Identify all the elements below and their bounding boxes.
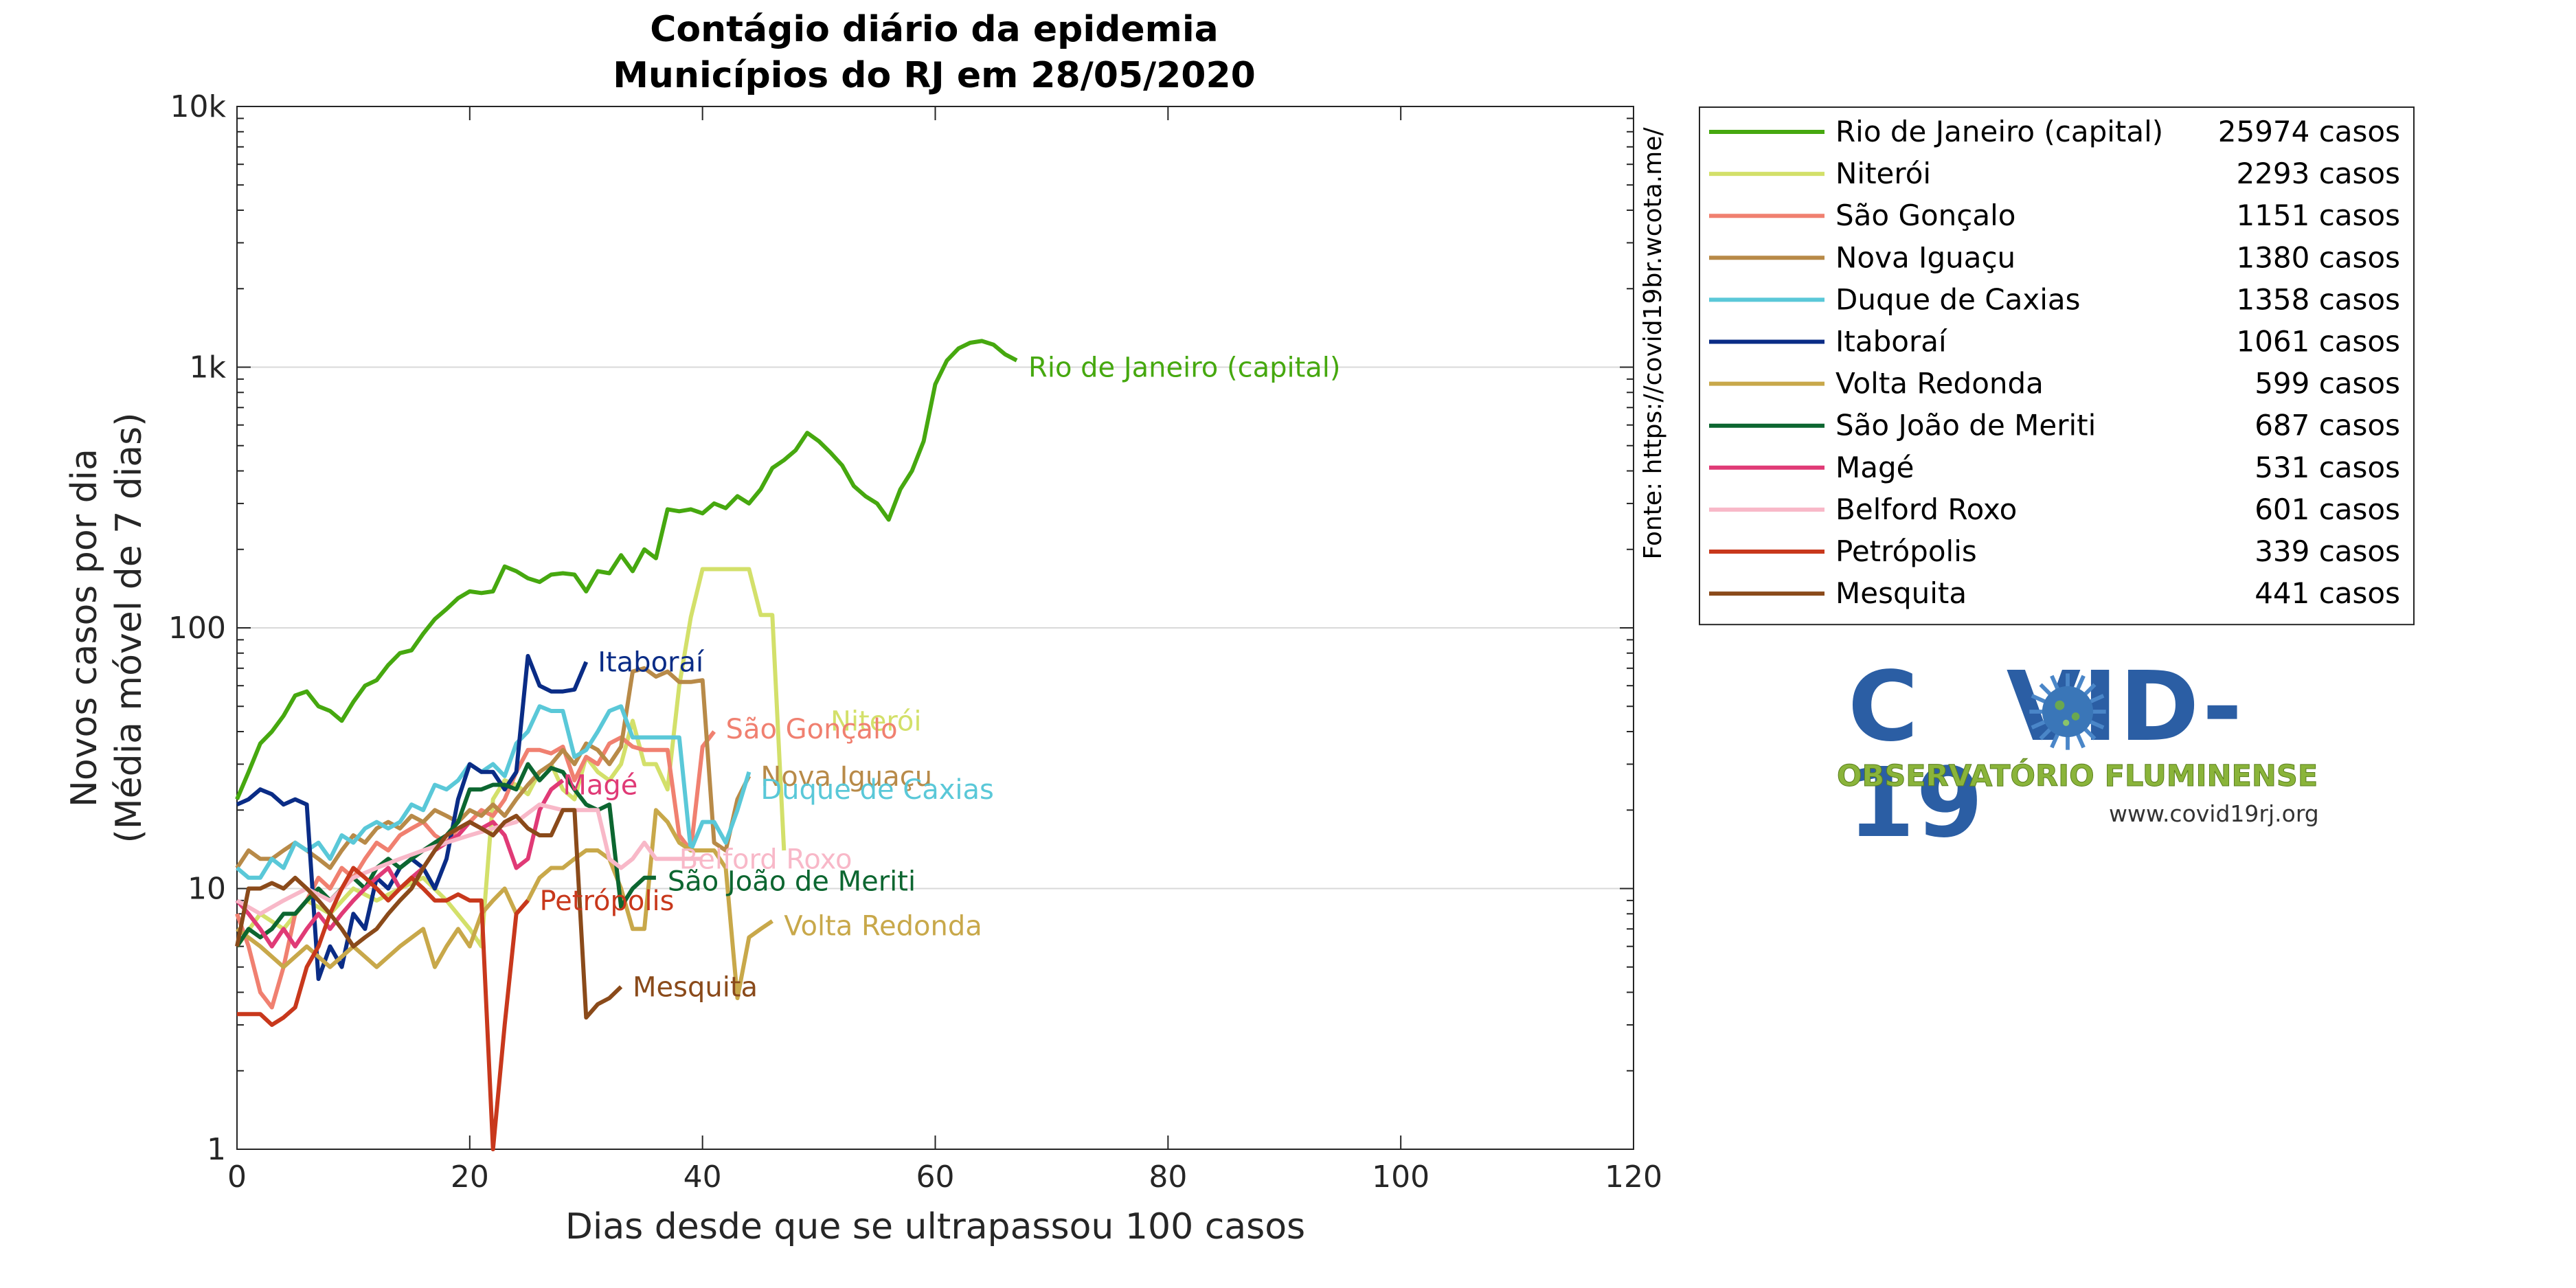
series-line-11 (235, 808, 623, 1020)
legend-entry-cases: 25974 casos (2218, 115, 2400, 148)
series-line-9 (236, 802, 703, 916)
series-line-2 (235, 730, 716, 1010)
series-line-4 (236, 704, 752, 880)
y-axis-label: Novos casos por dia (64, 449, 105, 807)
legend-entry-cases: 1380 casos (2236, 240, 2400, 274)
series-label: Petrópolis (539, 885, 674, 917)
series-label: Nova Iguaçu (760, 761, 932, 793)
x-tick-label: 60 (916, 1160, 955, 1195)
legend-entry-name: São João de Meriti (1835, 409, 2096, 442)
logo-subtitle: OBSERVATÓRIO FLUMINENSE (1836, 759, 2318, 794)
chart-title: Contágio diário da epidemia (650, 9, 1218, 50)
logo-url: www.covid19rj.org (2109, 800, 2319, 827)
y-tick-label: 10k (170, 89, 227, 124)
series-label: Mesquita (633, 971, 758, 1003)
legend-entry-name: Duque de Caxias (1835, 282, 2081, 316)
series-line-3 (235, 666, 752, 870)
x-tick-label: 120 (1605, 1160, 1662, 1195)
series-line-0 (235, 339, 1018, 800)
series-label: Magé (563, 769, 637, 801)
chart-subtitle: Municípios do RJ em 28/05/2020 (613, 55, 1256, 96)
virus-icon (2029, 673, 2106, 750)
logo-main-text: C VID-19 (1848, 651, 2244, 859)
y-tick-label: 1k (190, 350, 227, 385)
legend-entry-name: Volta Redonda (1835, 367, 2044, 400)
legend-entry-name: Mesquita (1835, 576, 1967, 610)
y-tick-label: 100 (168, 611, 226, 646)
series-label: São Gonçalo (726, 714, 898, 745)
series-line-6 (236, 808, 773, 1000)
series-label: Niterói (831, 705, 921, 737)
legend-entry-cases: 1061 casos (2236, 325, 2400, 359)
series-label: São João de Meriti (668, 866, 916, 897)
legend-entry-cases: 601 casos (2255, 493, 2400, 526)
x-tick-label: 80 (1149, 1160, 1187, 1195)
legend-entry-cases: 531 casos (2255, 451, 2400, 484)
legend-entry-cases: 2293 casos (2236, 157, 2400, 190)
x-tick-label: 0 (227, 1160, 247, 1195)
series-label: Belford Roxo (679, 844, 852, 875)
x-tick-label: 40 (683, 1160, 722, 1195)
series-line-1 (235, 567, 787, 949)
legend-entry-name: Petrópolis (1835, 534, 1977, 568)
legend-entry-name: Belford Roxo (1835, 493, 2017, 526)
legend-entry-cases: 441 casos (2255, 576, 2400, 610)
series-label: Rio de Janeiro (capital) (1028, 352, 1340, 384)
legend-entry-cases: 599 casos (2255, 367, 2400, 400)
y-axis-label-2: (Média móvel de 7 dias) (109, 412, 150, 843)
legend-entry-name: Itaboraí (1835, 325, 1947, 359)
x-tick-label: 100 (1372, 1160, 1430, 1195)
legend-entry-name: São Gonçalo (1835, 199, 2016, 232)
y-tick-label: 10 (188, 872, 226, 907)
series-label: Volta Redonda (784, 911, 982, 942)
x-axis-label: Dias desde que se ultrapassou 100 casos (565, 1206, 1305, 1247)
legend-entry-cases: 1151 casos (2236, 199, 2400, 232)
legend-entry-name: Nova Iguaçu (1835, 240, 2015, 274)
legend-entry-cases: 687 casos (2255, 409, 2400, 442)
legend-entry-name: Rio de Janeiro (capital) (1835, 115, 2163, 148)
series-label: Duque de Caxias (760, 774, 994, 806)
covid19-logo: C VID-19 OBSERVATÓRIO FLUMINENSE www.covi… (1827, 659, 2336, 852)
legend-entry-name: Magé (1835, 451, 1914, 484)
y-tick-label: 1 (207, 1132, 226, 1167)
legend-box (1699, 106, 2415, 626)
legend-entry-name: Niterói (1835, 157, 1931, 190)
legend-entry-cases: 339 casos (2255, 534, 2400, 568)
source-note: Fonte: https://covid19br.wcota.me/ (1639, 127, 1667, 560)
legend-entry-cases: 1358 casos (2236, 282, 2400, 316)
series-line-10 (237, 866, 530, 1151)
x-tick-label: 20 (451, 1160, 489, 1195)
series-label: Itaboraí (598, 647, 705, 679)
